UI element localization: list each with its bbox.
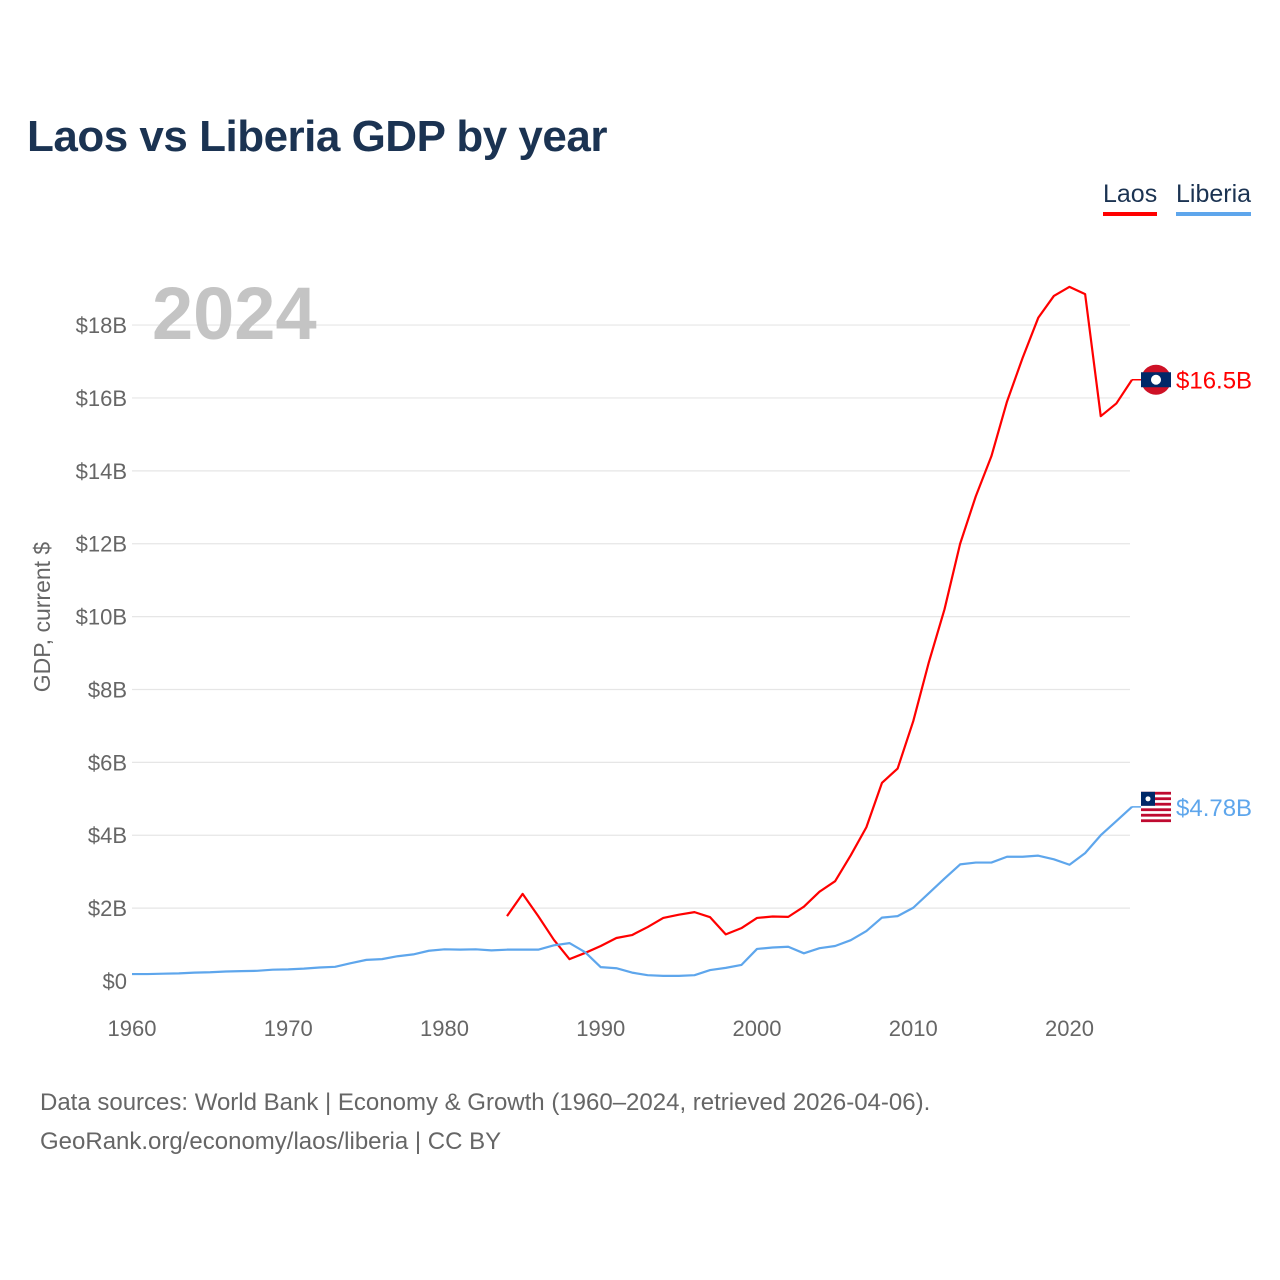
x-tick-label: 1980 [420,1016,469,1041]
x-tick-label: 2000 [733,1016,782,1041]
line-laos [506,285,1133,961]
liberia-flag-icon [1141,791,1171,823]
y-tick-label: $10B [76,605,127,630]
x-tick-label: 1960 [108,1016,157,1041]
y-axis-label: GDP, current $ [29,542,55,693]
y-tick-label: $12B [76,532,127,557]
laos-flag-icon [1141,364,1171,395]
x-tick-label: 2010 [889,1016,938,1041]
footer-sources: Data sources: World Bank | Economy & Gro… [40,1089,931,1116]
footer: Data sources: World Bank | Economy & Gro… [40,1083,930,1161]
footer-link[interactable]: GeoRank.org/economy/laos/liberia | CC BY [40,1128,502,1155]
legend-item-laos[interactable]: Laos [1103,180,1158,216]
end-value-label-liberia: $4.78B [1176,795,1252,822]
flag-stripe [1141,797,1171,801]
legend-item-liberia[interactable]: Liberia [1176,180,1252,216]
flag-stripe [1141,802,1171,806]
y-tick-label: $2B [88,896,127,921]
flag-stripe [1141,819,1171,823]
x-tick-label: 1970 [264,1016,313,1041]
flag-stripe [1141,791,1171,795]
year-watermark: 2024 [152,272,317,355]
flag-stripe [1141,808,1171,812]
x-tick-label: 1990 [576,1016,625,1041]
x-tick-label: 2020 [1045,1016,1094,1041]
y-tick-label: $0 [103,969,127,994]
y-tick-label: $4B [88,823,127,848]
chart-title: Laos vs Liberia GDP by year [27,112,607,161]
y-tick-label: $16B [76,386,127,411]
y-tick-label: $14B [76,459,127,484]
y-tick-label: $6B [88,750,127,775]
y-tick-label: $18B [76,313,127,338]
y-tick-label: $8B [88,677,127,702]
line-liberia [132,806,1133,977]
flag-stripe [1141,813,1171,817]
flag-disc [1151,374,1161,385]
end-value-label-laos: $16.5B [1176,368,1252,395]
flag-star [1145,796,1151,802]
